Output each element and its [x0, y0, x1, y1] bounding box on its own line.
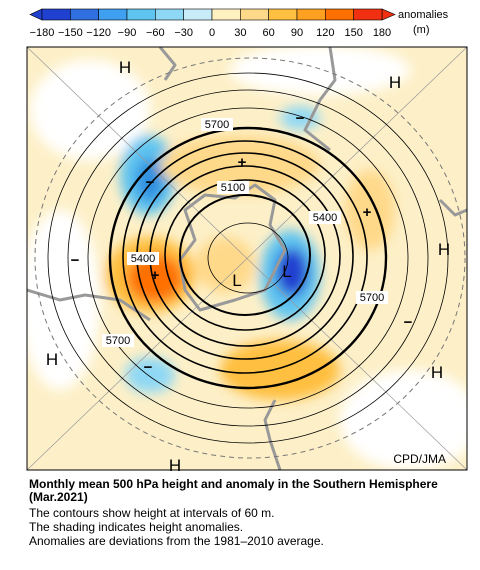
pressure-label: L	[232, 271, 241, 290]
contour-label: 5400	[313, 212, 337, 224]
colorbar-tick-label: −30	[174, 27, 193, 39]
contour-label-bg	[309, 211, 341, 224]
colorbar-segment	[268, 8, 298, 21]
pressure-label: H	[438, 240, 450, 259]
contour-label-bg	[201, 118, 233, 131]
unit-label: anomalies	[398, 9, 449, 21]
map-frame	[26, 46, 468, 471]
colorbar-segment	[296, 8, 326, 21]
contour-label: 5100	[221, 182, 245, 194]
colorbar-segment	[211, 8, 241, 21]
contour-label: 5400	[131, 253, 155, 265]
colorbar-segment	[183, 8, 213, 21]
contour-label: 5700	[106, 335, 130, 347]
colorbar-arrow-left	[29, 8, 43, 21]
colorbar-tick-label: 90	[291, 27, 303, 39]
pressure-label: H	[119, 58, 131, 77]
pressure-label: H	[389, 73, 401, 92]
anomaly-sign: −	[404, 314, 413, 331]
pressure-label: H	[431, 363, 443, 382]
colorbar-tick-label: −180	[30, 27, 55, 39]
caption-title: Monthly mean 500 hPa height and anomaly …	[29, 477, 438, 504]
pressure-label: H	[46, 350, 58, 369]
caption-line: Anomalies are deviations from the 1981–2…	[29, 534, 324, 548]
caption-line: The shading indicates height anomalies.	[29, 520, 244, 534]
anomaly-sign: +	[151, 267, 160, 284]
credit: CPD/JMA	[393, 452, 446, 466]
colorbar-tick-label: 60	[263, 27, 275, 39]
anomaly-sign: −	[296, 110, 305, 127]
colorbar-tick-label: −150	[58, 27, 83, 39]
colorbar-segment	[41, 8, 71, 21]
anomaly-sign: −	[144, 359, 153, 376]
pressure-label: L	[282, 262, 291, 281]
caption-line: The contours show height at intervals of…	[29, 506, 275, 520]
colorbar-segment	[240, 8, 269, 21]
map-area	[27, 47, 467, 470]
pressure-label: H	[169, 456, 181, 475]
colorbar-segment	[325, 8, 354, 21]
anomaly-sign: +	[363, 204, 372, 221]
contour-label-bg	[127, 252, 159, 265]
colorbar-segment	[126, 8, 156, 21]
colorbar-tick-label: 150	[344, 27, 362, 39]
anomaly-sign: −	[71, 252, 80, 269]
colorbar-tick-label: −90	[118, 27, 137, 39]
caption-lines: The contours show height at intervals of…	[29, 506, 324, 548]
colorbar-tick-label: 180	[373, 27, 391, 39]
contour-label-bg	[102, 334, 134, 347]
anomaly-sign: +	[238, 154, 247, 171]
anomaly-sign: −	[146, 174, 155, 191]
contour-label: 5700	[360, 292, 384, 304]
colorbar-tick-label: 30	[234, 27, 246, 39]
contour-label: 5700	[205, 119, 229, 131]
unit: (m)	[413, 24, 430, 36]
colorbar-tick-label: 0	[209, 27, 215, 39]
colorbar-segment	[155, 8, 184, 21]
colorbar-segment	[70, 8, 99, 21]
colorbar-tick-label: −120	[86, 27, 111, 39]
colorbar-segment	[353, 8, 383, 21]
colorbar-arrow-right	[381, 8, 396, 21]
colorbar-segment	[98, 8, 128, 21]
contour-label-bg	[356, 291, 388, 304]
map-figure: −180 −150 −120 −90 −60 −30 0 30 60 90 120 150 180 ano…	[26, 8, 468, 475]
colorbar-tick-label: 120	[316, 27, 334, 39]
contour-label-bg	[217, 181, 249, 194]
colorbar-tick-label: −60	[146, 27, 165, 39]
